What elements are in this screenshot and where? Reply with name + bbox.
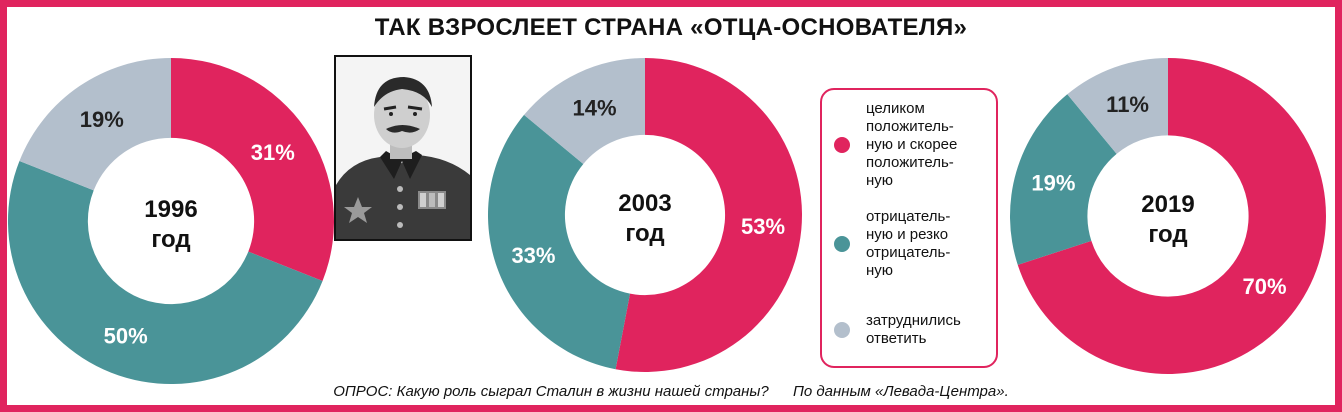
slice-label-undecided: 14%	[573, 96, 617, 121]
center-year-suffix: год	[1148, 221, 1187, 248]
center-year-suffix: год	[625, 220, 664, 247]
donut-chart-2019: 70% 19% 11% 2019 год	[1010, 58, 1326, 375]
slice-label-negative: 50%	[104, 323, 148, 348]
slice-label-undecided: 11%	[1106, 92, 1149, 117]
center-year: 1996	[144, 196, 197, 223]
legend-swatch-negative	[834, 236, 850, 252]
slice-negative	[7, 160, 323, 385]
legend-label: затруднились ответить	[866, 312, 961, 347]
center-year-suffix: год	[151, 226, 190, 253]
stalin-portrait-icon	[336, 57, 470, 239]
slice-positive	[1017, 58, 1326, 375]
slice-label-positive: 53%	[741, 214, 785, 239]
legend-box: целиком положитель-ную и скорее положитель…	[820, 88, 998, 368]
slice-undecided	[524, 58, 645, 164]
center-year: 2003	[618, 190, 671, 217]
legend-label: целиком положитель-ную и скорее положитель…	[866, 100, 958, 189]
donut-chart-2003: 53% 33% 14% 2003 год	[487, 58, 802, 372]
slice-negative	[487, 114, 630, 370]
survey-question: ОПРОС: Какую роль сыграл Сталин в жизни …	[333, 383, 769, 400]
slice-positive	[615, 58, 802, 372]
slice-label-positive: 70%	[1242, 274, 1286, 299]
slice-undecided	[19, 58, 171, 191]
slice-label-positive: 31%	[251, 140, 295, 165]
data-source: По данным «Левада-Центра».	[792, 383, 1009, 400]
slice-positive	[171, 58, 334, 282]
portrait-image	[334, 55, 472, 241]
slice-label-negative: 19%	[1031, 171, 1075, 196]
legend-swatch-undecided	[834, 322, 850, 338]
slice-label-undecided: 19%	[80, 107, 124, 132]
slice-negative	[1010, 94, 1117, 265]
legend-swatch-positive	[834, 137, 850, 153]
slice-undecided	[1067, 58, 1168, 154]
footer-note: ОПРОС: Какую роль сыграл Сталин в жизни …	[0, 383, 1342, 400]
infographic-title: ТАК ВЗРОСЛЕЕТ СТРАНА «ОТЦА-ОСНОВАТЕЛЯ»	[374, 14, 968, 41]
slice-label-negative: 33%	[511, 243, 555, 268]
legend-label: отрицатель-ную и резко отрицатель-ную	[866, 208, 951, 279]
center-year: 2019	[1141, 191, 1194, 218]
donut-chart-1996: 31% 50% 19% 1996 год	[7, 58, 334, 385]
